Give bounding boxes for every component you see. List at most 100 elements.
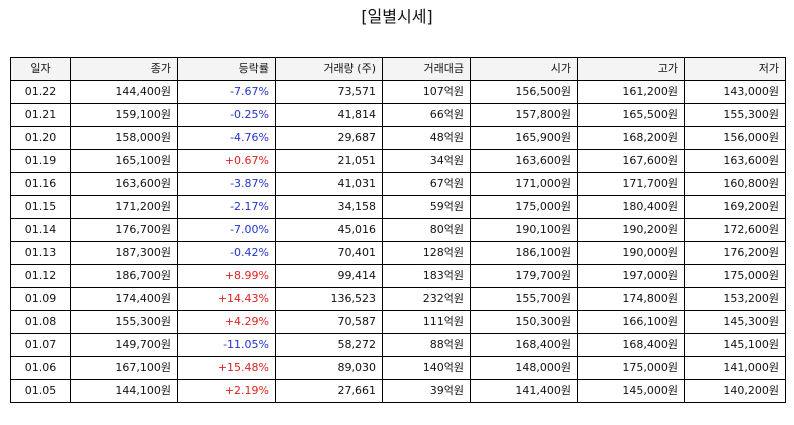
- cell-high: 174,800원: [577, 287, 685, 311]
- cell-high: 161,200원: [577, 80, 685, 104]
- cell-open: 141,400원: [470, 379, 578, 403]
- cell-change: -0.25%: [177, 103, 276, 127]
- cell-volume: 41,031: [275, 172, 383, 196]
- table-row: 01.13 187,300원 -0.42% 70,401 128억원 186,100원 19…: [10, 241, 786, 265]
- cell-open: 165,900원: [470, 126, 578, 150]
- cell-high: 167,600원: [577, 149, 685, 173]
- column-header-close: 종가: [70, 57, 178, 81]
- table-row: 01.09 174,400원 +14.43% 136,523 232억원 155,700원…: [10, 287, 786, 311]
- cell-change: -3.87%: [177, 172, 276, 196]
- cell-low: 145,300원: [684, 310, 786, 334]
- cell-high: 180,400원: [577, 195, 685, 219]
- daily-price-table: 일자 종가 등락률 거래량 (주) 거래대금 시가 고가 저가 01.22 144…: [10, 57, 786, 403]
- cell-volume: 136,523: [275, 287, 383, 311]
- cell-low: 141,000원: [684, 356, 786, 380]
- cell-volume: 29,687: [275, 126, 383, 150]
- cell-amount: 128억원: [382, 241, 471, 265]
- cell-open: 186,100원: [470, 241, 578, 265]
- cell-low: 153,200원: [684, 287, 786, 311]
- cell-volume: 99,414: [275, 264, 383, 288]
- cell-amount: 80억원: [382, 218, 471, 242]
- cell-date: 01.08: [10, 310, 71, 334]
- cell-high: 168,400원: [577, 333, 685, 357]
- cell-open: 155,700원: [470, 287, 578, 311]
- column-header-high: 고가: [577, 57, 685, 81]
- cell-close: 174,400원: [70, 287, 178, 311]
- cell-date: 01.16: [10, 172, 71, 196]
- cell-open: 150,300원: [470, 310, 578, 334]
- cell-high: 175,000원: [577, 356, 685, 380]
- cell-date: 01.22: [10, 80, 71, 104]
- cell-date: 01.14: [10, 218, 71, 242]
- cell-amount: 183억원: [382, 264, 471, 288]
- table-body: 01.22 144,400원 -7.67% 73,571 107억원 156,500원 16…: [10, 80, 786, 403]
- cell-amount: 232억원: [382, 287, 471, 311]
- table-row: 01.08 155,300원 +4.29% 70,587 111억원 150,300원 16…: [10, 310, 786, 334]
- cell-open: 163,600원: [470, 149, 578, 173]
- cell-low: 143,000원: [684, 80, 786, 104]
- column-header-open: 시가: [470, 57, 578, 81]
- cell-close: 171,200원: [70, 195, 178, 219]
- cell-high: 165,500원: [577, 103, 685, 127]
- cell-volume: 21,051: [275, 149, 383, 173]
- cell-open: 156,500원: [470, 80, 578, 104]
- cell-change: +14.43%: [177, 287, 276, 311]
- table-row: 01.06 167,100원 +15.48% 89,030 140억원 148,000원 1…: [10, 356, 786, 380]
- cell-amount: 39억원: [382, 379, 471, 403]
- cell-close: 144,400원: [70, 80, 178, 104]
- table-row: 01.20 158,000원 -4.76% 29,687 48억원 165,900원 168…: [10, 126, 786, 150]
- cell-date: 01.07: [10, 333, 71, 357]
- cell-open: 171,000원: [470, 172, 578, 196]
- cell-change: -4.76%: [177, 126, 276, 150]
- cell-close: 163,600원: [70, 172, 178, 196]
- cell-open: 157,800원: [470, 103, 578, 127]
- page-title: [일별시세]: [361, 7, 433, 26]
- table-row: 01.22 144,400원 -7.67% 73,571 107억원 156,500원 16…: [10, 80, 786, 104]
- column-header-amount: 거래대금: [382, 57, 471, 81]
- column-header-date: 일자: [10, 57, 71, 81]
- cell-change: -11.05%: [177, 333, 276, 357]
- cell-amount: 88억원: [382, 333, 471, 357]
- cell-high: 190,000원: [577, 241, 685, 265]
- cell-volume: 70,587: [275, 310, 383, 334]
- cell-amount: 67억원: [382, 172, 471, 196]
- cell-change: -7.67%: [177, 80, 276, 104]
- cell-volume: 58,272: [275, 333, 383, 357]
- cell-low: 145,100원: [684, 333, 786, 357]
- table-row: 01.19 165,100원 +0.67% 21,051 34억원 163,600원 167…: [10, 149, 786, 173]
- cell-date: 01.12: [10, 264, 71, 288]
- cell-high: 145,000원: [577, 379, 685, 403]
- cell-close: 144,100원: [70, 379, 178, 403]
- cell-low: 140,200원: [684, 379, 786, 403]
- table-row: 01.16 163,600원 -3.87% 41,031 67억원 171,000원 171…: [10, 172, 786, 196]
- cell-amount: 140억원: [382, 356, 471, 380]
- cell-amount: 66억원: [382, 103, 471, 127]
- cell-volume: 45,016: [275, 218, 383, 242]
- table-row: 01.14 176,700원 -7.00% 45,016 80억원 190,100원 190…: [10, 218, 786, 242]
- table-row: 01.21 159,100원 -0.25% 41,814 66억원 157,800원 165…: [10, 103, 786, 127]
- cell-high: 168,200원: [577, 126, 685, 150]
- table-header-row: 일자 종가 등락률 거래량 (주) 거래대금 시가 고가 저가: [10, 57, 786, 81]
- cell-date: 01.09: [10, 287, 71, 311]
- cell-low: 156,000원: [684, 126, 786, 150]
- cell-low: 160,800원: [684, 172, 786, 196]
- cell-close: 167,100원: [70, 356, 178, 380]
- cell-close: 158,000원: [70, 126, 178, 150]
- cell-low: 172,600원: [684, 218, 786, 242]
- cell-change: -7.00%: [177, 218, 276, 242]
- cell-amount: 107억원: [382, 80, 471, 104]
- cell-low: 163,600원: [684, 149, 786, 173]
- cell-close: 176,700원: [70, 218, 178, 242]
- cell-low: 169,200원: [684, 195, 786, 219]
- cell-date: 01.19: [10, 149, 71, 173]
- table-row: 01.07 149,700원 -11.05% 58,272 88억원 168,400원 16…: [10, 333, 786, 357]
- cell-volume: 34,158: [275, 195, 383, 219]
- cell-amount: 48억원: [382, 126, 471, 150]
- cell-date: 01.15: [10, 195, 71, 219]
- cell-date: 01.06: [10, 356, 71, 380]
- cell-change: +4.29%: [177, 310, 276, 334]
- cell-high: 171,700원: [577, 172, 685, 196]
- cell-high: 166,100원: [577, 310, 685, 334]
- cell-high: 197,000원: [577, 264, 685, 288]
- table-row: 01.12 186,700원 +8.99% 99,414 183억원 179,700원 19…: [10, 264, 786, 288]
